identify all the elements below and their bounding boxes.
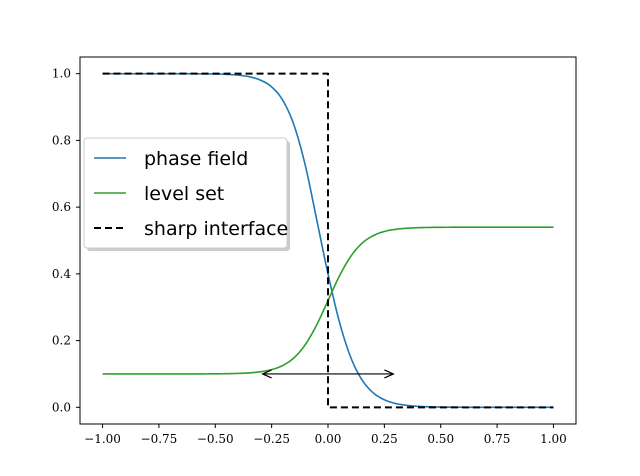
x-tick-label: −0.75 (141, 432, 178, 446)
y-axis: 0.0 0.2 0.4 0.6 0.8 1.0 (52, 67, 80, 414)
legend-box (83, 137, 288, 249)
y-tick-label: 1.0 (52, 67, 71, 81)
legend: phase field level set sharp interface (83, 137, 290, 251)
x-tick-label: −1.00 (84, 432, 121, 446)
x-tick-label: 0.25 (371, 432, 398, 446)
x-tick-label: 0.00 (315, 432, 342, 446)
legend-label-level-set: level set (144, 183, 224, 205)
x-axis: −1.00 −0.75 −0.50 −0.25 0.00 0.25 0.50 0.75 1.00 (84, 424, 567, 446)
sharp-interface-line (102, 72, 554, 409)
arrow-head-left (261, 369, 272, 379)
annotation-layer (261, 369, 395, 379)
y-tick-label: 0.6 (52, 200, 71, 214)
y-tick-label: 0.2 (52, 334, 71, 348)
x-tick-label: −0.50 (197, 432, 234, 446)
y-tick-label: 0.8 (52, 133, 71, 147)
arrow-head-right (384, 369, 395, 379)
y-tick-label: 0.0 (52, 400, 71, 414)
legend-label-phase-field: phase field (144, 148, 248, 170)
x-tick-label: −0.25 (253, 432, 290, 446)
series-layer (102, 72, 554, 409)
x-tick-label: 1.00 (540, 432, 567, 446)
x-tick-label: 0.75 (484, 432, 511, 446)
y-tick-label: 0.4 (52, 267, 71, 281)
x-tick-label: 0.50 (427, 432, 454, 446)
legend-label-sharp-interface: sharp interface (144, 218, 288, 240)
